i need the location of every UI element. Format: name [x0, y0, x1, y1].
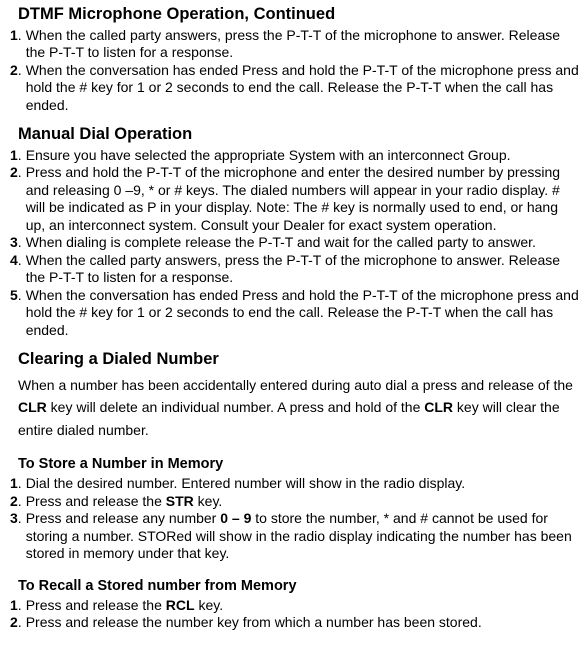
section-title-manual-dial: Manual Dial Operation: [6, 124, 579, 145]
list-item-number: 1: [10, 147, 18, 165]
list-item: 2.Press and release the STR key.: [6, 493, 579, 511]
list-item: 1.When the called party answers, press t…: [6, 27, 579, 62]
list-item: 2.When the conversation has ended Press …: [6, 62, 579, 115]
list-item: 5.When the conversation has ended Press …: [6, 287, 579, 340]
list-item-text: Press and release the RCL key.: [22, 597, 579, 615]
list-item-text: When the called party answers, press the…: [22, 252, 579, 287]
list-item-text: When the called party answers, press the…: [22, 27, 579, 62]
list-item-number: 2: [10, 493, 18, 511]
section-title-clearing: Clearing a Dialed Number: [6, 349, 579, 370]
list-item-number: 2: [10, 164, 18, 182]
list-item-text: When the conversation has ended Press an…: [22, 62, 579, 115]
section5-list: 1.Press and release the RCL key.2.Press …: [6, 597, 579, 632]
list-item-text: Press and release any number 0 – 9 to st…: [22, 510, 579, 563]
list-item-text: Press and hold the P-T-T of the micropho…: [22, 164, 579, 234]
section1-list: 1.When the called party answers, press t…: [6, 27, 579, 115]
section-title-recall: To Recall a Stored number from Memory: [6, 577, 579, 595]
list-item-text: Dial the desired number. Entered number …: [22, 475, 579, 493]
section-title-dtmf: DTMF Microphone Operation, Continued: [6, 4, 579, 25]
list-item: 3.When dialing is complete release the P…: [6, 234, 579, 252]
document-page: DTMF Microphone Operation, Continued 1.W…: [0, 0, 585, 642]
list-item-text: Press and release the number key from wh…: [22, 614, 579, 632]
list-item-text: When the conversation has ended Press an…: [22, 287, 579, 340]
list-item: 2.Press and hold the P-T-T of the microp…: [6, 164, 579, 234]
list-item-number: 1: [10, 475, 18, 493]
list-item-text: Ensure you have selected the appropriate…: [22, 147, 579, 165]
list-item-number: 1: [10, 27, 18, 45]
list-item-number: 1: [10, 597, 18, 615]
list-item-number: 2: [10, 62, 18, 80]
list-item: 4.When the called party answers, press t…: [6, 252, 579, 287]
section3-paragraph: When a number has been accidentally ente…: [6, 374, 579, 441]
list-item-number: 3: [10, 234, 18, 252]
list-item: 1.Dial the desired number. Entered numbe…: [6, 475, 579, 493]
list-item: 1.Ensure you have selected the appropria…: [6, 147, 579, 165]
list-item: 3.Press and release any number 0 – 9 to …: [6, 510, 579, 563]
list-item-number: 4: [10, 252, 18, 270]
section2-list: 1.Ensure you have selected the appropria…: [6, 147, 579, 340]
list-item: 2.Press and release the number key from …: [6, 614, 579, 632]
section-title-store: To Store a Number in Memory: [6, 455, 579, 473]
list-item-text: When dialing is complete release the P-T…: [22, 234, 579, 252]
list-item-number: 2: [10, 614, 18, 632]
list-item-text: Press and release the STR key.: [22, 493, 579, 511]
section4-list: 1.Dial the desired number. Entered numbe…: [6, 475, 579, 563]
list-item: 1.Press and release the RCL key.: [6, 597, 579, 615]
list-item-number: 3: [10, 510, 18, 528]
list-item-number: 5: [10, 287, 18, 305]
